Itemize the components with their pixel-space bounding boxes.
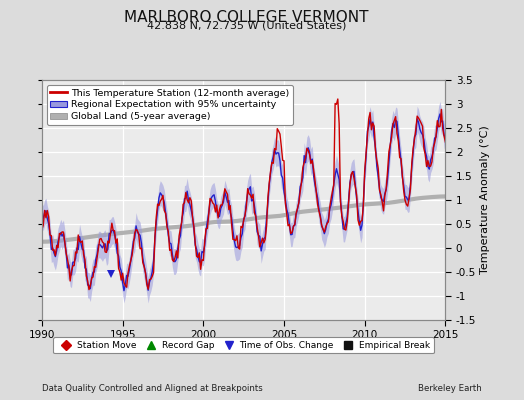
Text: Berkeley Earth: Berkeley Earth	[418, 384, 482, 393]
Text: MARLBORO COLLEGE VERMONT: MARLBORO COLLEGE VERMONT	[124, 10, 368, 25]
Text: Data Quality Controlled and Aligned at Breakpoints: Data Quality Controlled and Aligned at B…	[42, 384, 263, 393]
Legend: Station Move, Record Gap, Time of Obs. Change, Empirical Break: Station Move, Record Gap, Time of Obs. C…	[53, 337, 434, 354]
Text: 42.838 N, 72.735 W (United States): 42.838 N, 72.735 W (United States)	[147, 20, 346, 30]
Legend: This Temperature Station (12-month average), Regional Expectation with 95% uncer: This Temperature Station (12-month avera…	[47, 85, 293, 125]
Y-axis label: Temperature Anomaly (°C): Temperature Anomaly (°C)	[481, 126, 490, 274]
